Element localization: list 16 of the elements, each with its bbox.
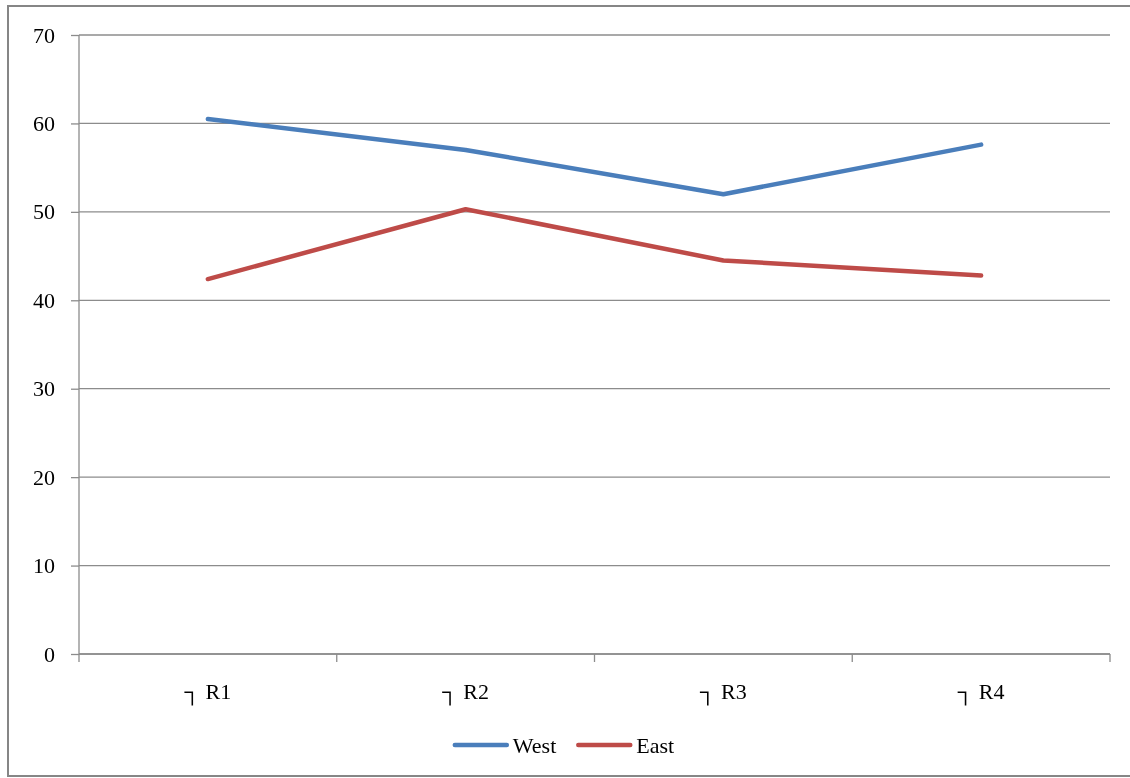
y-tick-label: 10 — [33, 553, 55, 579]
y-tick-label: 40 — [33, 287, 55, 313]
y-tick-label: 0 — [44, 641, 55, 667]
y-tick-label: 30 — [33, 376, 55, 402]
legend-label: East — [636, 733, 675, 758]
x-tick-label: ┐ R4 — [956, 679, 1005, 706]
x-tick-label: ┐ R1 — [183, 679, 232, 706]
line-series — [205, 116, 984, 197]
line-series — [205, 206, 984, 282]
x-tick-label: ┐ R3 — [698, 679, 747, 706]
x-tick-label: ┐ R2 — [441, 679, 490, 706]
y-tick-label: 70 — [33, 22, 55, 48]
legend-label: West — [512, 733, 557, 758]
y-tick-label: 60 — [33, 110, 55, 136]
y-tick-label: 20 — [33, 464, 55, 490]
y-tick-label: 50 — [33, 199, 55, 225]
